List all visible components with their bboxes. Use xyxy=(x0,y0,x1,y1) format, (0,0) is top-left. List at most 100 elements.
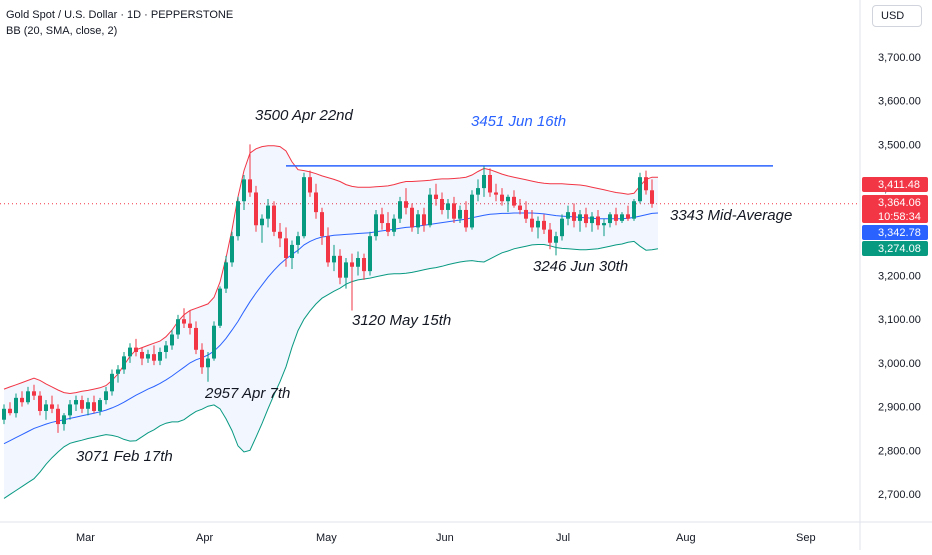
candle xyxy=(308,170,312,197)
candle-body xyxy=(332,255,336,263)
candle xyxy=(590,212,594,232)
candle xyxy=(446,199,450,219)
candle-body xyxy=(242,179,246,202)
candle xyxy=(68,400,72,420)
candle-body xyxy=(20,397,24,403)
candle-body xyxy=(494,192,498,195)
candle xyxy=(350,253,354,311)
candle-body xyxy=(2,408,6,420)
time-axis: Mar Apr May Jun Jul Aug Sep xyxy=(76,532,816,544)
candle xyxy=(134,338,138,357)
candle xyxy=(284,227,288,267)
candle xyxy=(368,231,372,276)
price-axis-tick-label: 2,900.00 xyxy=(878,402,921,414)
candle-body xyxy=(80,400,84,409)
candle xyxy=(86,397,90,416)
price-tag-label: 3,411.48 xyxy=(878,179,920,191)
candle xyxy=(20,391,24,407)
candle-body xyxy=(554,236,558,243)
candle xyxy=(200,343,204,374)
candle-body xyxy=(92,402,96,411)
candle xyxy=(14,393,18,418)
candle-body xyxy=(470,194,474,228)
candle xyxy=(320,207,324,245)
candle xyxy=(554,231,558,256)
candle xyxy=(644,170,648,195)
price-tag-label: 3,364.06 xyxy=(878,197,921,209)
price-axis: 2,700.00 2,800.00 2,900.00 3,000.00 3,100.00… xyxy=(878,52,921,501)
candle xyxy=(650,179,654,208)
candle-body xyxy=(74,400,78,405)
candle-body xyxy=(446,203,450,210)
candle xyxy=(104,386,108,405)
price-axis-tick-label: 3,700.00 xyxy=(878,52,921,64)
candle xyxy=(398,196,402,224)
candle xyxy=(566,205,570,226)
candle xyxy=(116,365,120,383)
candle xyxy=(110,369,114,396)
candle-body xyxy=(320,212,324,237)
currency-button[interactable]: USD xyxy=(872,5,922,27)
candle-body xyxy=(236,201,240,237)
candle xyxy=(194,321,198,355)
price-axis-tick-label: 2,800.00 xyxy=(878,445,921,457)
price-axis-tick-label: 3,000.00 xyxy=(878,358,921,370)
candle xyxy=(176,314,180,339)
candle xyxy=(212,321,216,361)
candle-body xyxy=(434,194,438,200)
candle-body xyxy=(194,327,198,350)
time-axis-tick-label: May xyxy=(316,532,337,544)
candle-body xyxy=(254,192,258,226)
candle-body xyxy=(182,319,186,324)
chart-annotation: 3071 Feb 17th xyxy=(76,448,173,465)
candle-body xyxy=(356,258,360,267)
chart-annotation: 3451 Jun 16th xyxy=(471,113,566,130)
candle xyxy=(338,249,342,285)
candle-body xyxy=(638,177,642,202)
price-tag-background xyxy=(862,225,928,240)
candle-body xyxy=(164,345,168,352)
candle-body xyxy=(260,218,264,226)
candle xyxy=(80,395,84,414)
candle xyxy=(122,351,126,374)
candle xyxy=(188,310,192,335)
bollinger-lower-band xyxy=(3,240,659,499)
candle-body xyxy=(314,192,318,213)
candle-body xyxy=(146,354,150,359)
candle xyxy=(266,199,270,228)
candle-body xyxy=(506,196,510,202)
candle xyxy=(242,174,246,210)
price-tag-label: 3,274.08 xyxy=(878,243,921,255)
candle-body xyxy=(614,214,618,221)
candle xyxy=(452,196,456,224)
candle xyxy=(260,214,264,243)
candle xyxy=(38,391,42,416)
time-axis-tick-label: Jun xyxy=(436,532,454,544)
candle-body xyxy=(140,351,144,359)
candle xyxy=(440,192,444,215)
candle xyxy=(26,386,30,405)
candle-body xyxy=(68,404,72,416)
candle xyxy=(500,188,504,206)
candle xyxy=(2,404,6,425)
candle xyxy=(626,205,630,221)
candle xyxy=(638,172,642,204)
price-tag: 3,342.78 xyxy=(862,225,928,240)
candle xyxy=(224,255,228,293)
candle-body xyxy=(266,205,270,219)
candle-body xyxy=(536,220,540,228)
indicator-legend[interactable]: BB (20, SMA, close, 2) xyxy=(6,25,118,37)
candle-body xyxy=(56,408,60,425)
candle xyxy=(434,183,438,206)
candle xyxy=(374,209,378,241)
candle-body xyxy=(44,404,48,411)
price-tags: 3,411.48 3,364.06 10:58:34 3,342.78 3,274.08 xyxy=(862,177,928,256)
candle xyxy=(170,330,174,350)
candle-body xyxy=(566,212,570,219)
candle-body xyxy=(110,373,114,392)
candle-body xyxy=(290,244,294,259)
time-axis-tick-label: Jul xyxy=(556,532,570,544)
candle-body xyxy=(386,223,390,232)
